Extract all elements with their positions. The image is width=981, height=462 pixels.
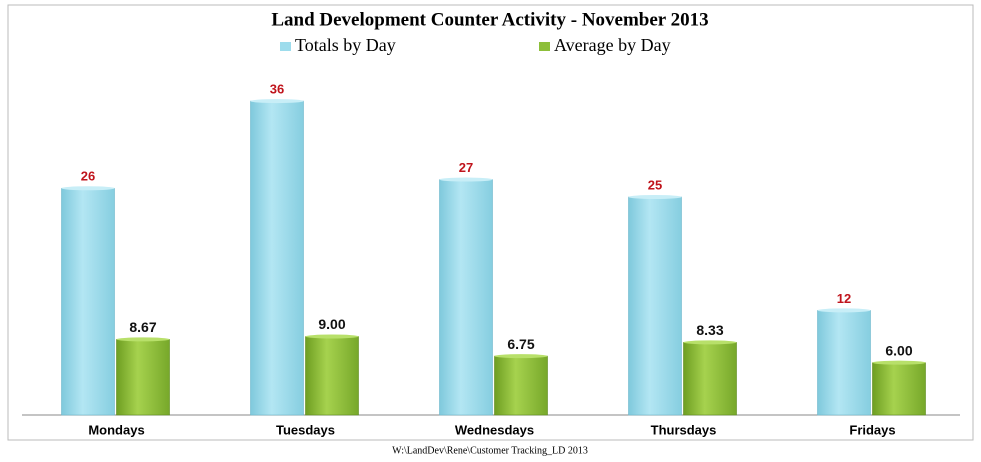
bar (683, 342, 737, 416)
x-tick-label: Fridays (849, 422, 895, 437)
data-label: 9.00 (318, 316, 345, 332)
data-label: 12 (837, 291, 851, 306)
data-label: 36 (270, 82, 284, 97)
bar (250, 100, 304, 416)
bar (817, 310, 871, 416)
x-tick-label: Thursdays (651, 422, 717, 437)
data-label: 8.33 (696, 322, 723, 338)
legend-swatch (539, 42, 550, 51)
bar-cap (817, 308, 871, 313)
x-tick-label: Mondays (88, 422, 144, 437)
chart-title: Land Development Counter Activity - Nove… (271, 9, 708, 30)
data-label: 6.75 (507, 336, 534, 352)
bar-cap (116, 337, 170, 342)
bar-cap (683, 340, 737, 345)
bar-cap (61, 186, 115, 191)
bar-cap (628, 195, 682, 199)
bar-cap (439, 177, 493, 182)
footer: W:\LandDev\Rene\Customer Tracking_LD 201… (392, 445, 588, 456)
bar (872, 362, 926, 416)
x-tick-label: Wednesdays (455, 422, 534, 437)
bar-cap (494, 354, 548, 359)
data-label: 8.67 (129, 319, 156, 335)
bar (439, 179, 493, 416)
data-label: 25 (648, 177, 662, 192)
bar (61, 187, 115, 416)
bar (116, 339, 170, 416)
data-label: 6.00 (885, 342, 912, 358)
bar (628, 196, 682, 416)
legend-swatch (280, 42, 291, 51)
legend-label: Totals by Day (295, 35, 396, 55)
bar (494, 355, 548, 416)
x-tick-label: Tuesdays (276, 422, 335, 437)
data-label: 27 (459, 160, 473, 175)
bar (305, 336, 359, 416)
legend-label: Average by Day (554, 35, 671, 55)
bar-cap (872, 360, 926, 365)
data-label: 26 (81, 169, 95, 184)
bar-cap (250, 99, 304, 104)
bar-cap (305, 334, 359, 339)
